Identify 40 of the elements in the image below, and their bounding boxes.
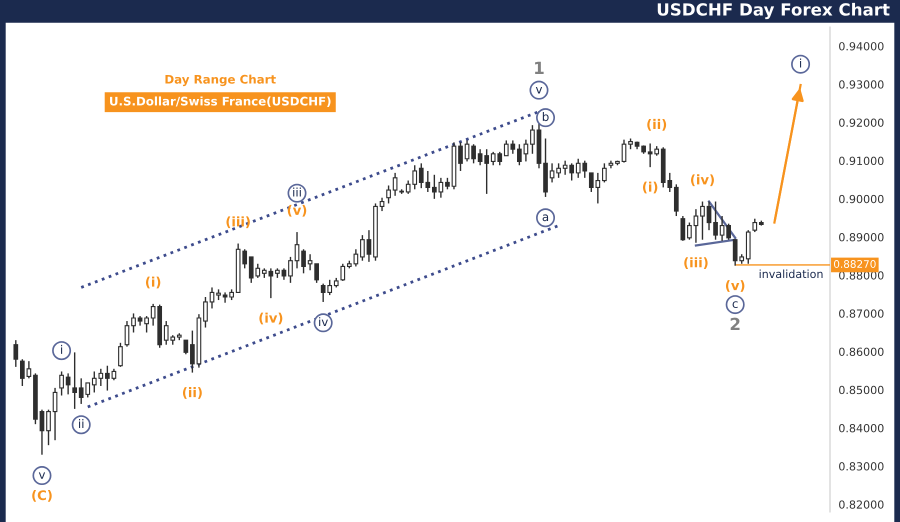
annotation: (iii) xyxy=(684,257,708,269)
y-tick-label: 0.93000 xyxy=(839,80,884,89)
y-tick-label: 0.92000 xyxy=(839,118,884,127)
annotation: (iv) xyxy=(691,174,714,186)
annotation: (iv) xyxy=(259,312,282,324)
annotation: b xyxy=(542,112,549,122)
annotation: iv xyxy=(319,317,328,326)
y-tick-label: 0.84000 xyxy=(839,424,884,432)
text: Day Range Chart xyxy=(165,74,276,86)
y-tick-label: 0.85000 xyxy=(839,386,884,394)
annotation: v xyxy=(38,472,46,479)
y-tick-label: 0.90000 xyxy=(839,194,884,204)
annotation: 1 xyxy=(535,62,544,74)
y-tick-label: 0.91000 xyxy=(839,156,884,166)
annotation: (i) xyxy=(146,276,160,288)
y-tick-label: 0.94000 xyxy=(839,42,884,50)
y-tick-label: 0.89000 xyxy=(839,233,884,242)
annotation: a xyxy=(542,214,548,222)
annotation: U.S.Dollar/Swiss France(USDCHF) xyxy=(110,96,331,107)
y-tick-label: 0.82000 xyxy=(839,500,884,509)
annotation: i xyxy=(800,58,802,68)
y-tick-label: 0.87000 xyxy=(839,309,884,318)
annotation: (C) xyxy=(32,490,52,502)
annotation: (v) xyxy=(726,280,744,292)
y-tick-label: 0.86000 xyxy=(839,348,884,356)
annotation: (i) xyxy=(643,182,658,194)
annotation: c xyxy=(732,301,738,308)
annotation: (v) xyxy=(288,204,306,217)
annotation: ii xyxy=(79,419,84,428)
y-tick-label: 0.83000 xyxy=(839,462,884,471)
annotation: (ii) xyxy=(182,387,202,399)
annotation: iii xyxy=(293,187,301,196)
text: 0.88270 xyxy=(834,260,876,268)
annotation: (ii) xyxy=(647,118,666,131)
annotation: 2 xyxy=(730,318,740,330)
annotation: (iii) xyxy=(226,216,250,228)
annotation: v xyxy=(536,86,542,94)
chart-title: USDCHF Day Forex Chart xyxy=(658,2,890,20)
ref-line-label: invalidation xyxy=(760,270,823,278)
annotation: i xyxy=(61,344,62,354)
